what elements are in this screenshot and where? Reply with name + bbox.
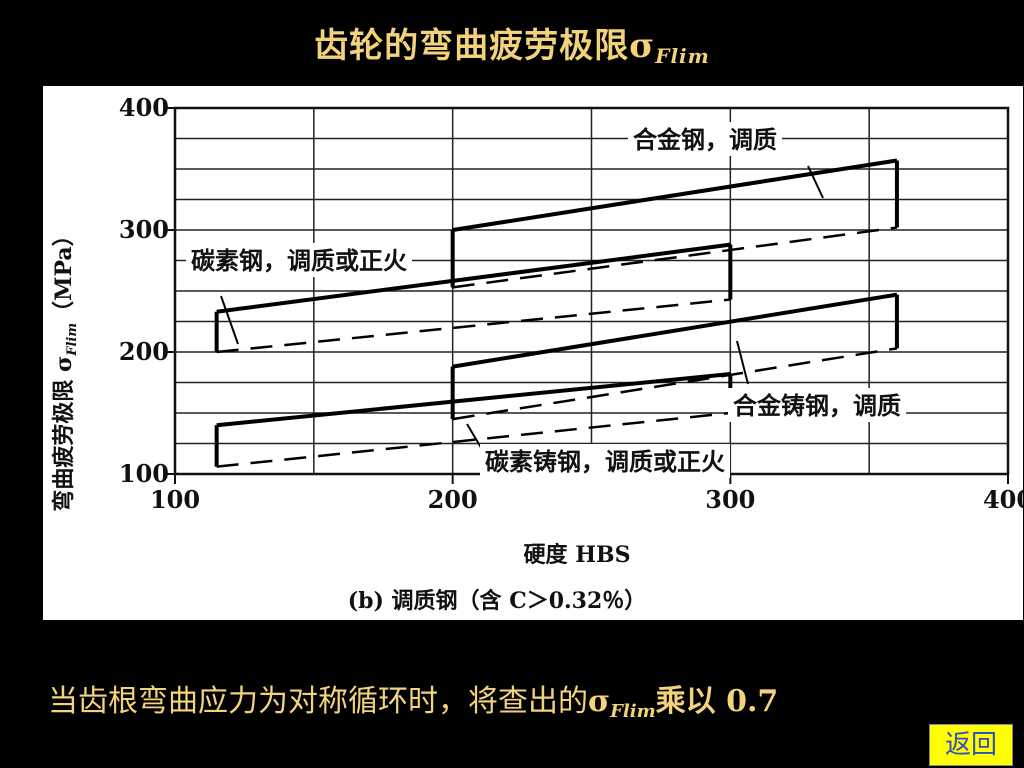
chart-caption: (b) 调质钢（含 C＞0.32％） bbox=[348, 588, 647, 614]
y-axis-label-main: 弯曲疲劳极限 σ bbox=[51, 356, 77, 512]
region-upper-line bbox=[216, 371, 731, 428]
label-background bbox=[480, 444, 730, 478]
slide-title: 齿轮的弯曲疲劳极限σFlim bbox=[0, 18, 1024, 68]
fatigue-limit-chart: 100 200 300 400 100 200 300 400 合金钢，调质碳素钢，调质或正火… bbox=[51, 93, 1023, 614]
x-tick-label: 200 bbox=[428, 485, 478, 514]
label-background bbox=[728, 388, 906, 422]
footer-factor: 0.7 bbox=[715, 684, 779, 719]
region-upper-line bbox=[452, 292, 898, 369]
region-lower-dashed-line bbox=[452, 226, 898, 289]
chart-ticks: 100 200 300 400 100 200 300 400 bbox=[119, 93, 1023, 514]
back-button[interactable]: 返回 bbox=[929, 724, 1013, 766]
region-lower-dashed-line bbox=[216, 411, 731, 468]
y-axis-label: 弯曲疲劳极限 σFlim（MPa） bbox=[51, 224, 80, 511]
svg-text:弯曲疲劳极限 σFlim（MPa）: 弯曲疲劳极限 σFlim（MPa） bbox=[51, 224, 80, 511]
y-tick-label: 100 bbox=[119, 459, 169, 488]
label-leader-line bbox=[220, 295, 239, 345]
region-2 bbox=[214, 242, 733, 354]
region-upper-line bbox=[216, 242, 731, 314]
chart-regions bbox=[214, 158, 899, 468]
label-leader-line bbox=[807, 165, 824, 199]
y-tick-label: 300 bbox=[119, 215, 169, 244]
region-1 bbox=[450, 158, 899, 289]
footer-text: 当齿根弯曲应力为对称循环时，将查出的 bbox=[48, 684, 588, 719]
x-tick-label: 100 bbox=[150, 485, 200, 514]
x-axis-label: 硬度 HBS bbox=[524, 542, 631, 568]
y-tick-label: 200 bbox=[119, 337, 169, 366]
region-3 bbox=[450, 292, 899, 421]
x-tick-label: 400 bbox=[983, 485, 1023, 514]
label-leader-line bbox=[736, 340, 749, 385]
title-main: 齿轮的弯曲疲劳极限σ bbox=[314, 26, 656, 66]
footer-multiply: 乘以 bbox=[655, 684, 716, 719]
y-axis-label-unit: （MPa） bbox=[51, 224, 77, 323]
y-axis-label-sub: Flim bbox=[65, 323, 80, 357]
title-subscript: Flim bbox=[655, 44, 710, 68]
footer-sigma: σ bbox=[588, 684, 611, 719]
label-background bbox=[186, 243, 412, 277]
slide-footer-note: 当齿根弯曲应力为对称循环时，将查出的σFlim乘以 0.7 bbox=[48, 676, 778, 722]
y-tick-label: 400 bbox=[119, 93, 169, 122]
region-lower-dashed-line bbox=[452, 347, 898, 421]
series-label: 合金钢，调质 bbox=[633, 125, 777, 154]
region-upper-line bbox=[452, 158, 898, 232]
region-lower-dashed-line bbox=[216, 298, 731, 354]
chart-panel: 100 200 300 400 100 200 300 400 合金钢，调质碳素钢，调质或正火… bbox=[43, 86, 1023, 620]
label-background bbox=[628, 122, 782, 156]
x-tick-label: 300 bbox=[705, 485, 755, 514]
series-label: 碳素铸钢，调质或正火 bbox=[485, 447, 725, 476]
series-label: 合金铸钢，调质 bbox=[733, 391, 901, 420]
series-label: 碳素钢，调质或正火 bbox=[191, 246, 407, 275]
footer-subscript: Flim bbox=[610, 701, 656, 722]
